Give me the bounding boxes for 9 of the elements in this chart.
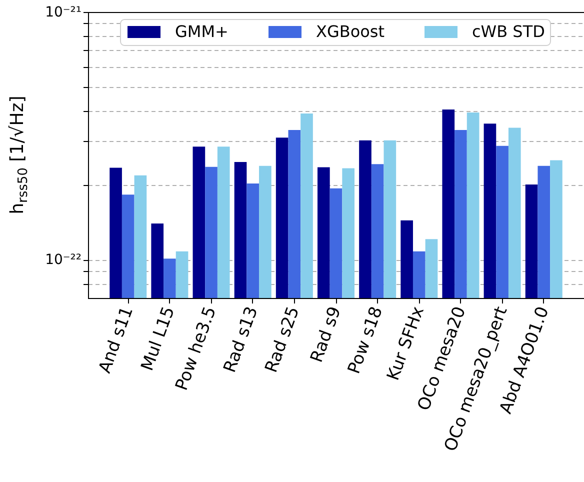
x-tick-label: Rad s25 (262, 304, 304, 376)
legend-label: XGBoost (316, 22, 385, 41)
x-tick-label: Rad s13 (220, 304, 262, 376)
y-tick-label: 10⁻²¹ (45, 4, 82, 20)
legend-label: cWB STD (472, 22, 545, 41)
y-tick-label: 10⁻²² (45, 252, 82, 268)
legend-label: GMM+ (175, 22, 228, 41)
x-tick-label: And s11 (95, 304, 138, 376)
x-tick-label: Rad s9 (306, 304, 346, 366)
